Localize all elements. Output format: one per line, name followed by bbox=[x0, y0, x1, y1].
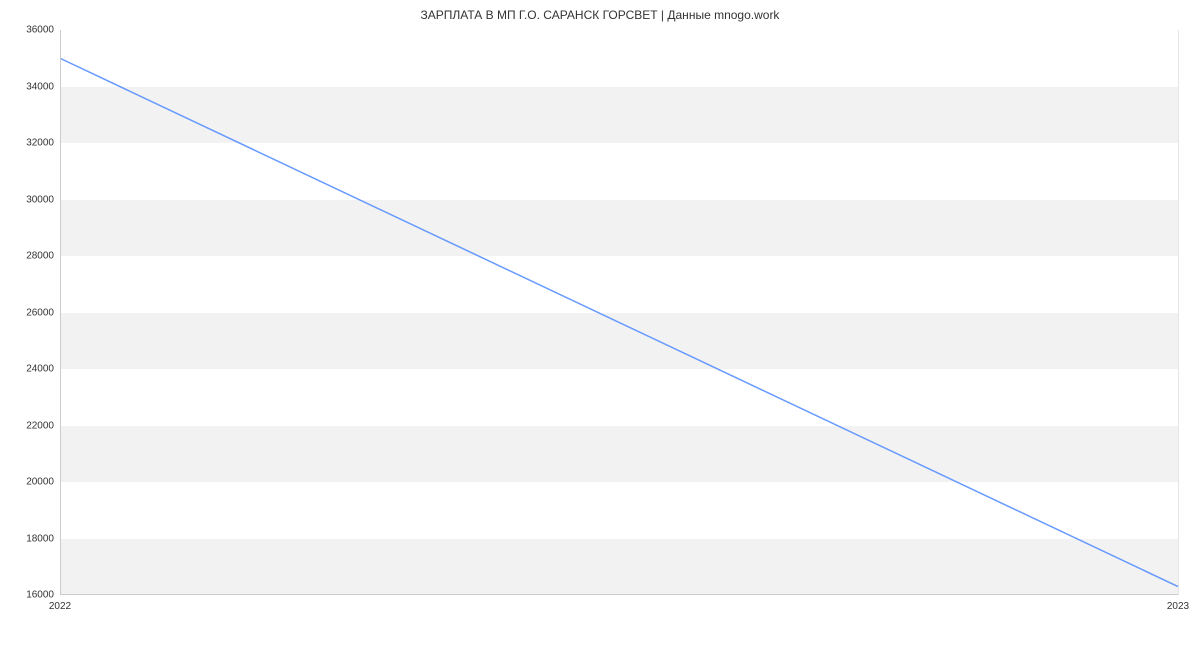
y-tick-label: 16000 bbox=[26, 590, 54, 601]
line-layer bbox=[60, 30, 1178, 595]
salary-chart: ЗАРПЛАТА В МП Г.О. САРАНСК ГОРСВЕТ | Дан… bbox=[0, 0, 1200, 650]
y-tick-label: 18000 bbox=[26, 533, 54, 544]
y-tick-label: 22000 bbox=[26, 420, 54, 431]
y-tick-label: 24000 bbox=[26, 364, 54, 375]
chart-title: ЗАРПЛАТА В МП Г.О. САРАНСК ГОРСВЕТ | Дан… bbox=[0, 8, 1200, 22]
y-tick-label: 34000 bbox=[26, 81, 54, 92]
plot-area: 1600018000200002200024000260002800030000… bbox=[60, 30, 1178, 595]
series-salary bbox=[60, 58, 1178, 586]
y-tick-label: 28000 bbox=[26, 251, 54, 262]
y-axis-line bbox=[60, 30, 61, 595]
y-tick-label: 36000 bbox=[26, 25, 54, 36]
grid-line-vertical bbox=[1178, 30, 1179, 595]
x-axis-line bbox=[60, 594, 1178, 595]
y-tick-label: 32000 bbox=[26, 138, 54, 149]
y-tick-label: 20000 bbox=[26, 477, 54, 488]
y-tick-label: 26000 bbox=[26, 307, 54, 318]
x-tick-label: 2022 bbox=[49, 601, 71, 612]
y-tick-label: 30000 bbox=[26, 194, 54, 205]
x-tick-label: 2023 bbox=[1167, 601, 1189, 612]
